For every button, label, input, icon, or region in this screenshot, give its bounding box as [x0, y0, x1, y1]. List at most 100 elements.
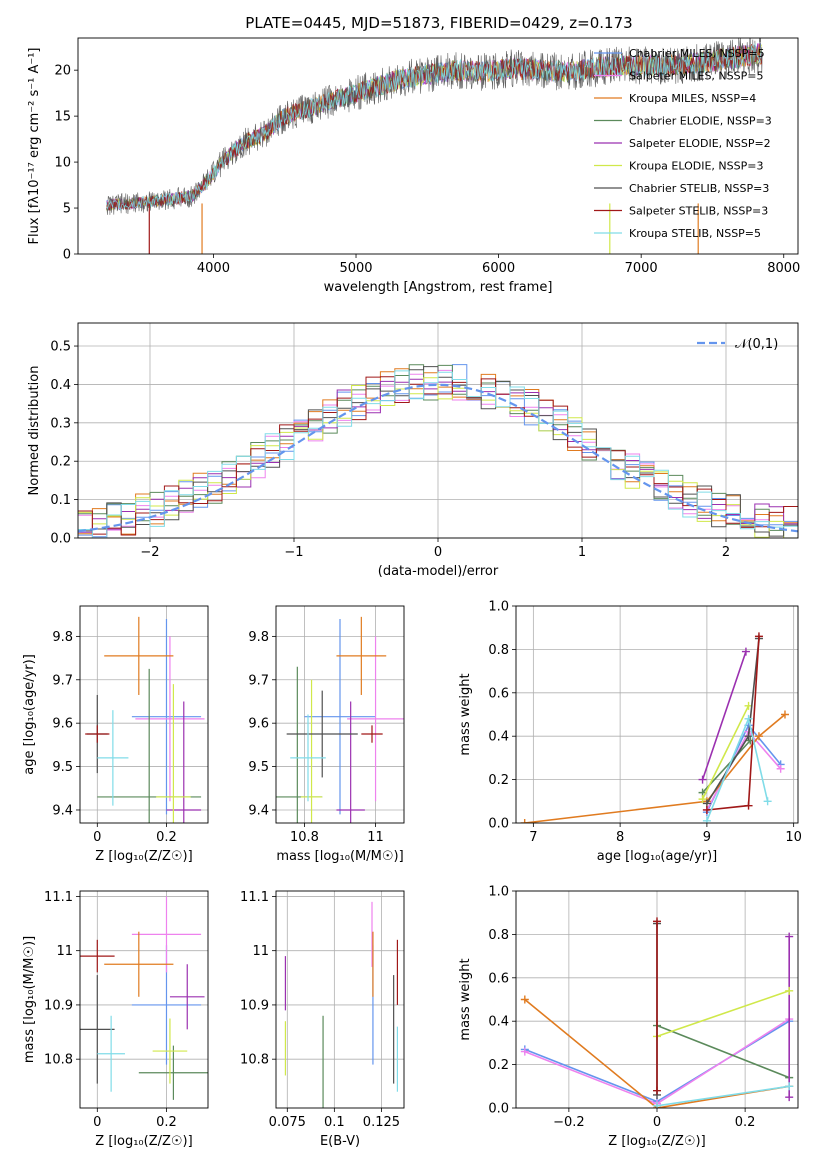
plot-area [106, 38, 763, 254]
series-line [524, 713, 786, 823]
y-tick-label: 9.5 [248, 760, 269, 775]
y-axis-label: Normed distribution [27, 366, 42, 496]
plot-area [80, 896, 208, 1100]
axes-frame [79, 890, 209, 1109]
series-marker [520, 1047, 529, 1056]
x-tick-label: 7000 [625, 261, 658, 276]
y-tick-label: 10.8 [44, 1053, 73, 1068]
series-marker [653, 1101, 661, 1108]
y-tick-label: 0.0 [488, 1102, 509, 1117]
legend-entry: Salpeter ELODIE, NSSP=2 [629, 137, 771, 150]
series-marker [698, 775, 707, 784]
y-tick-label: 0.0 [50, 532, 71, 547]
legend-entry: Kroupa STELIB, NSSP=5 [629, 227, 761, 240]
plot-area [284, 901, 399, 1108]
axes-frame [79, 605, 209, 824]
y-tick-label: 1.0 [488, 885, 509, 900]
y-tick-label: 9.6 [248, 717, 269, 732]
y-tick-label: 10 [54, 156, 71, 171]
panel-z-weight: −0.2 0 0.2 0.0 0.2 0.4 0.6 0.8 1.0 Z [log₁₀(Z/Z☉)… [458, 885, 799, 1149]
y-tick-label: 5 [63, 202, 71, 217]
x-tick-label: −2 [140, 545, 159, 560]
y-tick-label: 11.1 [240, 890, 269, 905]
x-axis-label: (data-model)/error [378, 564, 499, 579]
series-marker [785, 1093, 794, 1102]
legend-entry: Salpeter STELIB, NSSP=3 [629, 205, 768, 218]
series-line [706, 636, 760, 811]
series-line [701, 651, 747, 780]
y-tick-label: 9.4 [248, 803, 269, 818]
x-tick-label: 0.2 [156, 1115, 177, 1130]
panel-mass-age: 10.8 11 9.4 9.5 9.6 9.7 9.8 mass [log₁₀(M/M☉)] [248, 605, 405, 864]
legend-entry: Chabrier STELIB, NSSP=3 [629, 182, 769, 195]
x-tick-label: 2 [722, 545, 730, 560]
x-tick-label: 0 [93, 1115, 101, 1130]
y-tick-label: 10.9 [240, 998, 269, 1013]
x-axis-label: wavelength [Angstrom, rest frame] [324, 280, 553, 295]
y-tick-label: 0.2 [488, 773, 509, 788]
histogram-step [78, 370, 798, 538]
y-tick-label: 0.2 [50, 455, 71, 470]
x-tick-label: 0.075 [269, 1115, 306, 1130]
panel-ebv-mass: 0.075 0.1 0.125 10.8 10.9 11 11.1 E(B-V) [240, 890, 405, 1149]
y-tick-label: 1.0 [488, 600, 509, 615]
series-marker [776, 764, 785, 773]
axes-frame [515, 605, 799, 824]
x-tick-label: 0 [93, 830, 101, 845]
y-tick-label: 0.2 [488, 1058, 509, 1073]
legend-entry: Salpeter MILES, NSSP=5 [629, 70, 763, 83]
x-tick-label: 0.2 [735, 1115, 756, 1130]
y-tick-label: 9.7 [248, 673, 269, 688]
y-tick-label: 9.6 [52, 717, 73, 732]
x-axis-label: Z [log₁₀(Z/Z☉)] [95, 1134, 192, 1149]
series-marker [653, 917, 661, 926]
panel-residuals: −2 −1 0 1 2 0.0 0.1 0.2 0.3 0.4 0.5 (data-model)/er… [27, 322, 799, 579]
series-marker [744, 801, 753, 810]
series-marker [744, 732, 753, 741]
axes-frame [77, 322, 799, 539]
x-tick-label: −0.2 [553, 1115, 585, 1130]
legend-entry: Kroupa ELODIE, NSSP=3 [629, 160, 763, 173]
series-marker [754, 732, 763, 741]
y-tick-label: 11 [252, 944, 269, 959]
panel-spectrum: 4000 5000 6000 7000 8000 0 5 10 15 20 wavelength [… [27, 37, 800, 295]
y-tick-label: 11.1 [44, 890, 73, 905]
y-tick-label: 20 [54, 64, 71, 79]
x-tick-label: 8000 [767, 261, 800, 276]
x-tick-label: 6000 [482, 261, 515, 276]
x-tick-label: 1 [578, 545, 586, 560]
series-marker [763, 797, 772, 806]
y-tick-label: 9.8 [52, 630, 73, 645]
x-axis-label: mass [log₁₀(M/M☉)] [276, 849, 403, 864]
plot-area [276, 616, 404, 823]
y-tick-label: 15 [54, 110, 71, 125]
axes-frame [515, 890, 799, 1109]
y-tick-label: 0 [63, 248, 71, 263]
x-tick-label: 0 [434, 545, 442, 560]
y-tick-label: 0.4 [488, 1015, 509, 1030]
series-marker [754, 632, 763, 641]
y-tick-label: 0.6 [488, 686, 509, 701]
y-tick-label: 0.8 [488, 643, 509, 658]
legend-entry: Chabrier MILES, NSSP=5 [629, 47, 765, 60]
x-tick-label: 0.125 [363, 1115, 400, 1130]
y-tick-label: 0.0 [488, 817, 509, 832]
y-axis-label: mass weight [458, 673, 473, 755]
series-marker [702, 816, 711, 823]
x-axis-label: age [log₁₀(age/yr)] [597, 849, 718, 864]
y-tick-label: 0.8 [488, 928, 509, 943]
series-marker [785, 1082, 794, 1091]
panel-z-age: 0 0.2 9.4 9.5 9.6 9.7 9.8 Z [log₁₀(Z/Z☉)] age [l… [22, 605, 209, 864]
series-marker [653, 1086, 661, 1095]
y-axis-label: mass weight [458, 958, 473, 1040]
series-line [656, 1024, 790, 1079]
plot-area [78, 364, 798, 538]
x-tick-label: 10 [785, 830, 802, 845]
plot-area [520, 917, 794, 1108]
x-axis-label: Z [log₁₀(Z/Z☉)] [608, 1134, 705, 1149]
series-line [656, 1085, 790, 1107]
axes-frame [77, 37, 799, 255]
x-tick-label: 9 [703, 830, 711, 845]
x-tick-label: 8 [616, 830, 624, 845]
